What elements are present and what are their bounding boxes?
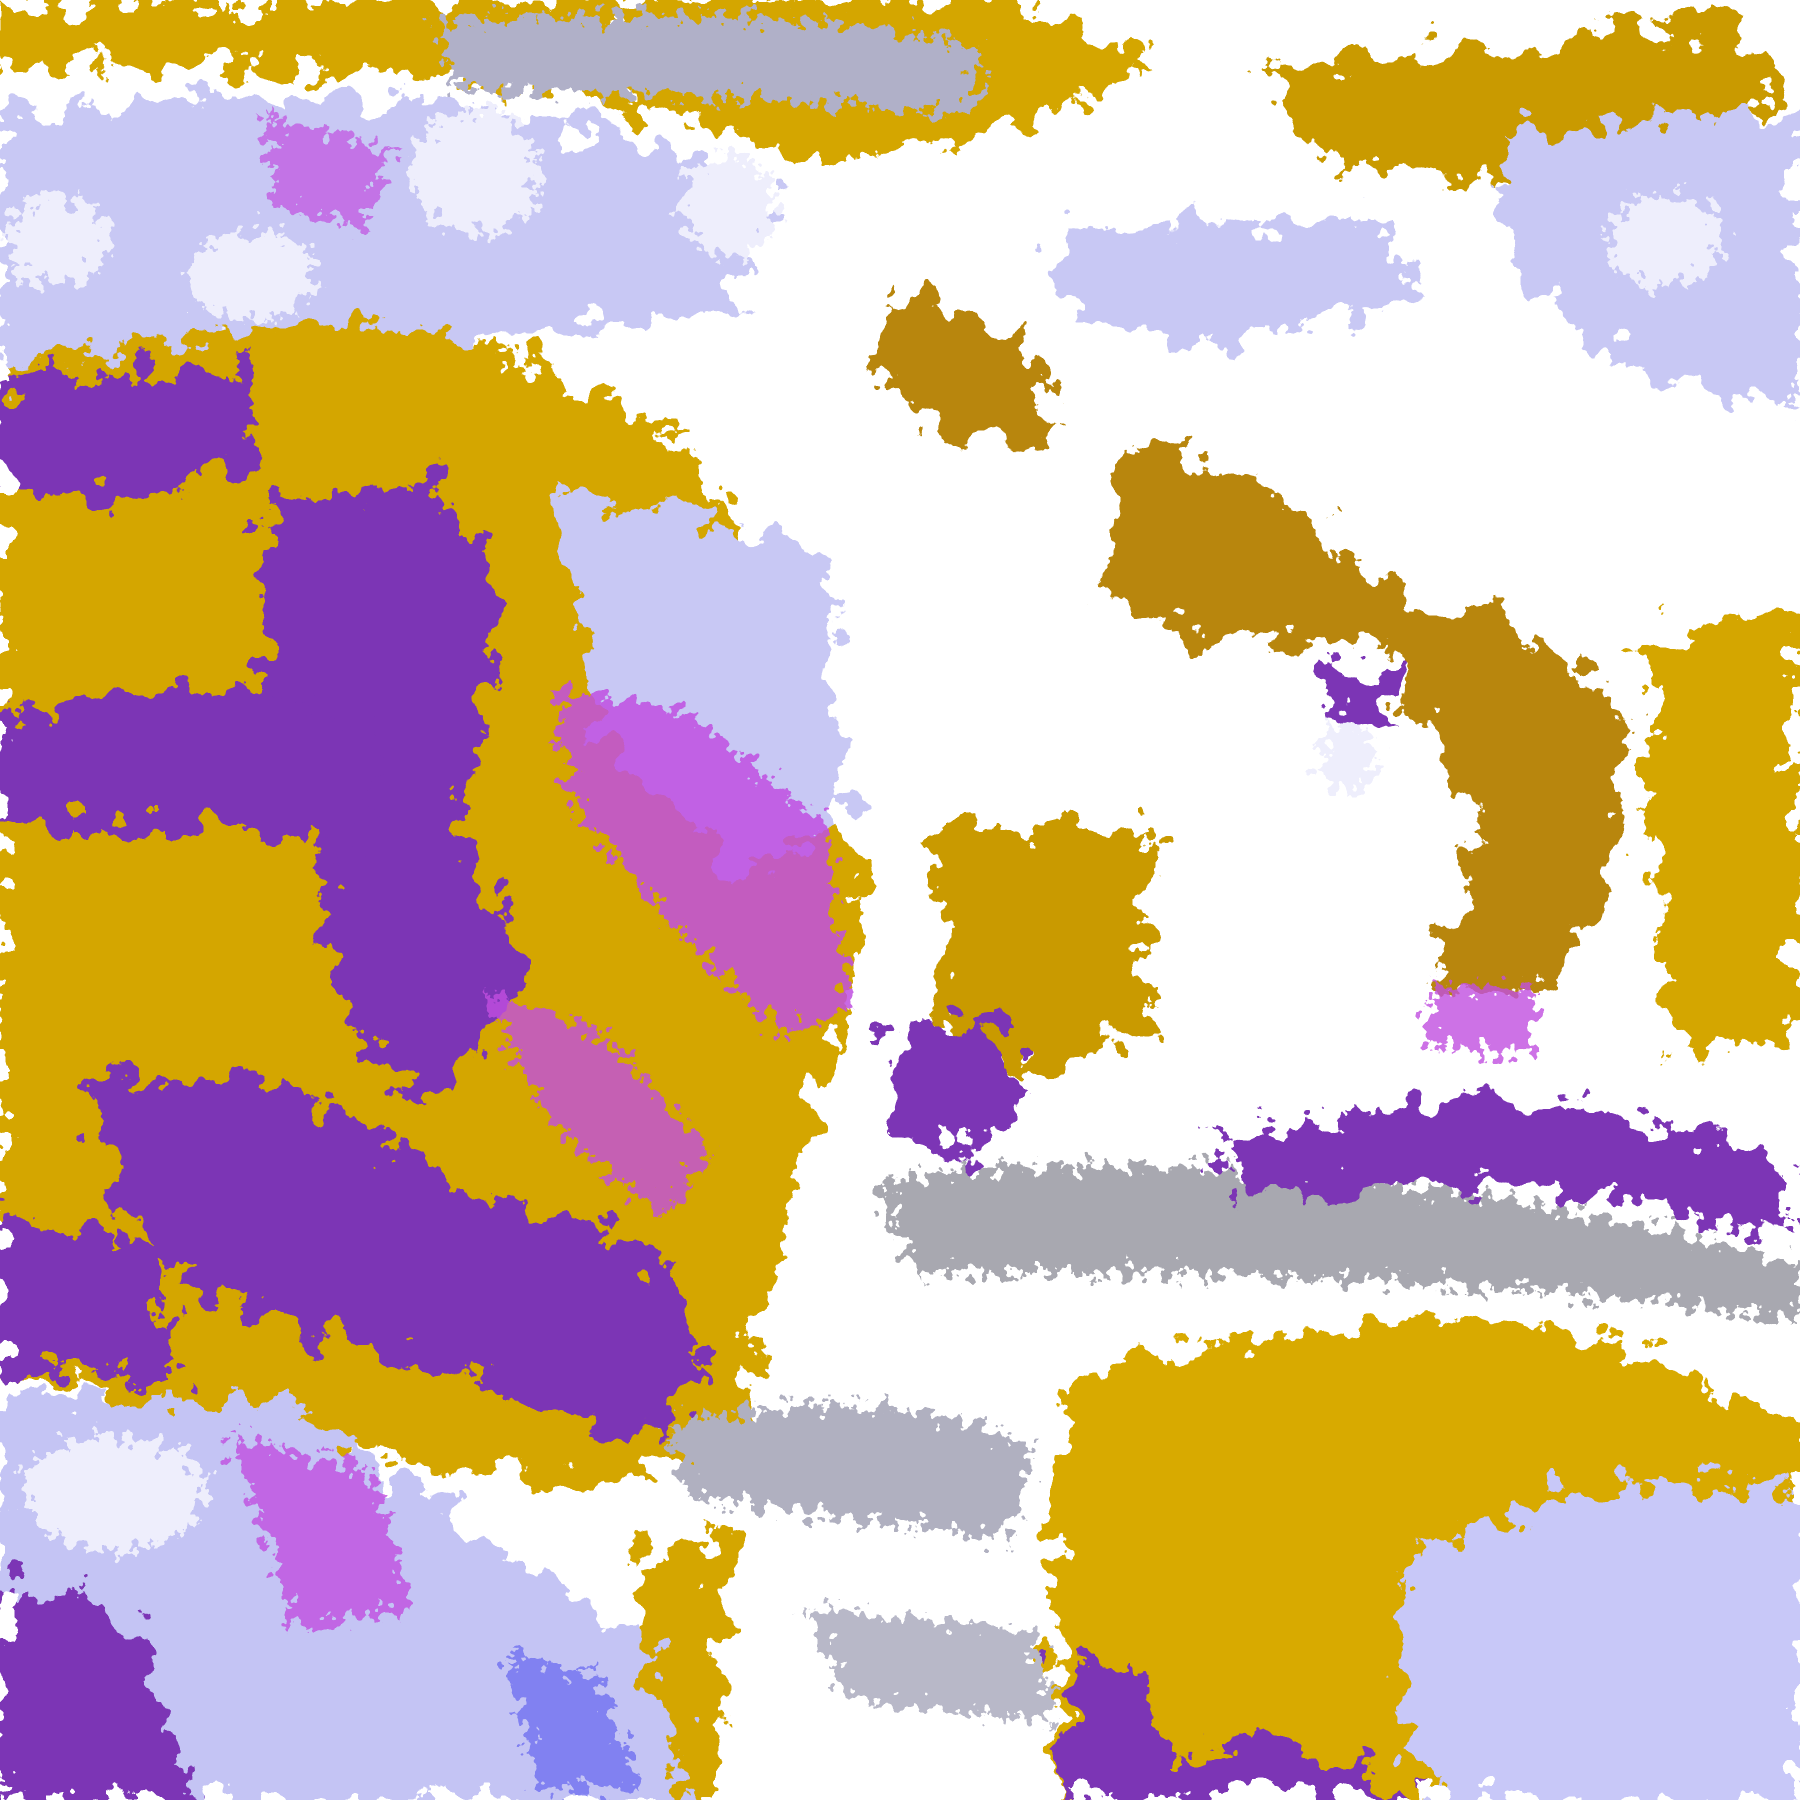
gray-region (803, 1607, 1057, 1722)
gray-region (436, 15, 976, 115)
purple-region (0, 1216, 184, 1378)
purple-region (0, 1584, 207, 1800)
gold-region (941, 826, 1148, 1080)
cloud-layer-gray (436, 15, 1800, 1722)
purple-region (0, 367, 265, 506)
pale-region (413, 109, 540, 236)
pale-region (683, 154, 775, 259)
blue-region (505, 1653, 643, 1791)
pale-region (189, 229, 316, 322)
lavender-region (1056, 218, 1435, 345)
lavender-region (551, 482, 850, 873)
magenta-region (229, 1434, 414, 1631)
pale-region (1320, 723, 1378, 793)
gold-region (1102, 436, 1631, 1011)
gray-region (665, 1405, 1034, 1539)
purple-region (0, 688, 391, 850)
purple-region (1216, 1099, 1800, 1240)
purple-region (1067, 1653, 1412, 1800)
cloud-layer-purple (0, 367, 1800, 1800)
cloud-layer-pale (5, 109, 1722, 1550)
purple-region (895, 1010, 1034, 1160)
magenta-region (264, 114, 391, 230)
pale-region (22, 1434, 207, 1550)
lavender-region (0, 91, 781, 368)
pale-region (1607, 195, 1722, 287)
magenta-region (551, 688, 850, 1034)
pale-region (5, 195, 110, 287)
gray-region (872, 1165, 1800, 1321)
gold-region (1641, 596, 1800, 1057)
purple-region (91, 1079, 712, 1447)
lavender-region (1393, 1479, 1800, 1800)
cloud-layer-magenta (229, 114, 1539, 1791)
gold-region (872, 286, 1057, 437)
magenta-region (1423, 987, 1539, 1057)
magenta-region (482, 987, 712, 1217)
purple-region (264, 482, 529, 1103)
purple-region (1331, 665, 1401, 735)
